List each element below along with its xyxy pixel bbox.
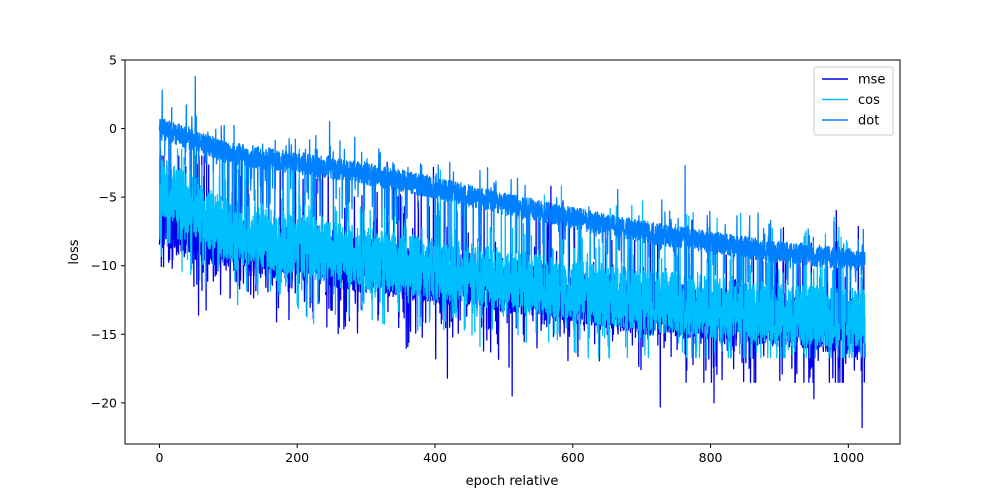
x-tick-label: 0 <box>155 450 163 465</box>
series-line-cos <box>158 148 866 359</box>
legend-box <box>813 66 894 136</box>
x-tick-label: 800 <box>699 450 723 465</box>
x-axis: 0 200 400 600 800 1000 <box>155 444 864 465</box>
y-axis-label: loss <box>67 239 82 264</box>
y-tick-label: 0 <box>109 121 117 136</box>
x-tick-label: 1000 <box>832 450 864 465</box>
x-tick-label: 600 <box>561 450 585 465</box>
x-tick-label: 400 <box>423 450 447 465</box>
y-axis: 5 0 −5 −10 −15 −20 <box>91 53 125 410</box>
y-tick-label: −15 <box>91 327 117 342</box>
legend: mse cos dot <box>813 66 894 136</box>
y-tick-label: −20 <box>91 395 117 410</box>
legend-label-mse: mse <box>858 73 885 88</box>
legend-label-cos: cos <box>858 93 880 108</box>
x-tick-label: 200 <box>285 450 309 465</box>
y-tick-label: −5 <box>99 190 117 205</box>
series-layer <box>158 75 866 429</box>
plot-frame <box>124 59 901 445</box>
series-line-dot <box>158 75 866 330</box>
y-tick-label: 5 <box>109 53 117 68</box>
legend-label-dot: dot <box>858 114 879 129</box>
x-axis-label: epoch relative <box>466 474 559 489</box>
y-tick-label: −10 <box>91 258 117 273</box>
